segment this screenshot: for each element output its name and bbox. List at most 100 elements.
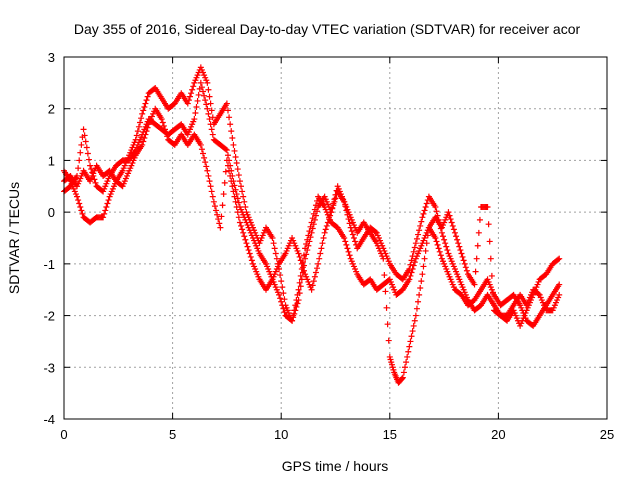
data-point [291,307,298,314]
data-point [77,149,84,156]
data-point [385,337,392,344]
data-point [230,141,237,148]
data-point [443,243,450,250]
data-point [461,260,468,267]
data-point [423,200,430,207]
y-tick-label: 0 [48,205,55,220]
data-point [204,79,211,86]
data-point [423,240,430,247]
data-point [234,209,241,216]
data-point [301,252,308,259]
data-point [381,272,388,279]
data-point [240,193,247,200]
data-point [190,83,197,90]
data-point [163,129,170,136]
y-tick-label: -2 [43,309,55,324]
data-point [319,240,326,247]
data-point [309,282,316,289]
data-point [302,255,309,262]
data-point [144,124,151,131]
data-point [416,227,423,234]
data-point [188,90,195,97]
data-point [487,255,494,262]
data-point [458,250,465,257]
data-point [535,291,542,298]
data-point [142,100,149,107]
data-point [440,233,447,240]
data-point [234,195,241,202]
data-point [197,79,204,86]
data-point [424,232,431,239]
data-point [485,221,492,228]
data-point [205,86,212,93]
data-point [79,210,86,217]
data-point [218,213,225,220]
data-point [410,322,417,329]
data-point [409,266,416,273]
data-point [139,141,146,148]
data-point [382,288,389,295]
data-point [422,203,429,210]
y-tick-label: 3 [48,50,55,65]
data-point [384,321,391,328]
data-point [446,212,453,219]
data-point [330,200,337,207]
data-point [186,93,193,100]
data-point [408,333,415,340]
data-point [201,154,208,161]
data-point [228,128,235,135]
data-point [222,168,229,175]
data-point [236,178,243,185]
data-point [223,157,230,164]
data-point [412,240,419,247]
data-point [203,163,210,170]
data-point [273,255,280,262]
data-point [223,147,230,154]
data-point [160,122,167,129]
data-point [476,216,483,223]
data-point [87,162,94,169]
data-point [471,281,478,288]
data-point [223,100,230,107]
data-point [323,222,330,229]
data-point [236,219,243,226]
data-point [194,97,201,104]
data-point [89,169,96,176]
data-point [456,243,463,250]
data-point [399,374,406,381]
series-track-3 [61,105,563,386]
y-tick-label: 2 [48,102,55,117]
data-point [235,172,242,179]
data-point [235,214,242,221]
data-point [276,291,283,298]
data-point [311,206,318,213]
data-point [304,236,311,243]
data-point [277,272,284,279]
data-point [486,238,493,245]
data-point [297,272,304,279]
data-point [306,228,313,235]
data-point [318,245,325,252]
data-point [246,250,253,257]
data-point [204,105,211,112]
data-point [88,166,95,173]
data-point [413,305,420,312]
data-point [82,138,89,145]
data-point [290,312,297,319]
data-point [296,253,303,260]
data-point [312,202,319,209]
data-point [245,247,252,254]
data-point [271,245,278,252]
data-point [451,229,458,236]
data-point [303,241,310,248]
data-point [455,240,462,247]
data-point [74,193,81,200]
data-point [419,271,426,278]
data-point [231,147,238,154]
data-point [296,279,303,286]
data-point [415,298,422,305]
data-point [410,248,417,255]
data-point [206,178,213,185]
data-point [320,235,327,241]
data-point [104,200,111,207]
